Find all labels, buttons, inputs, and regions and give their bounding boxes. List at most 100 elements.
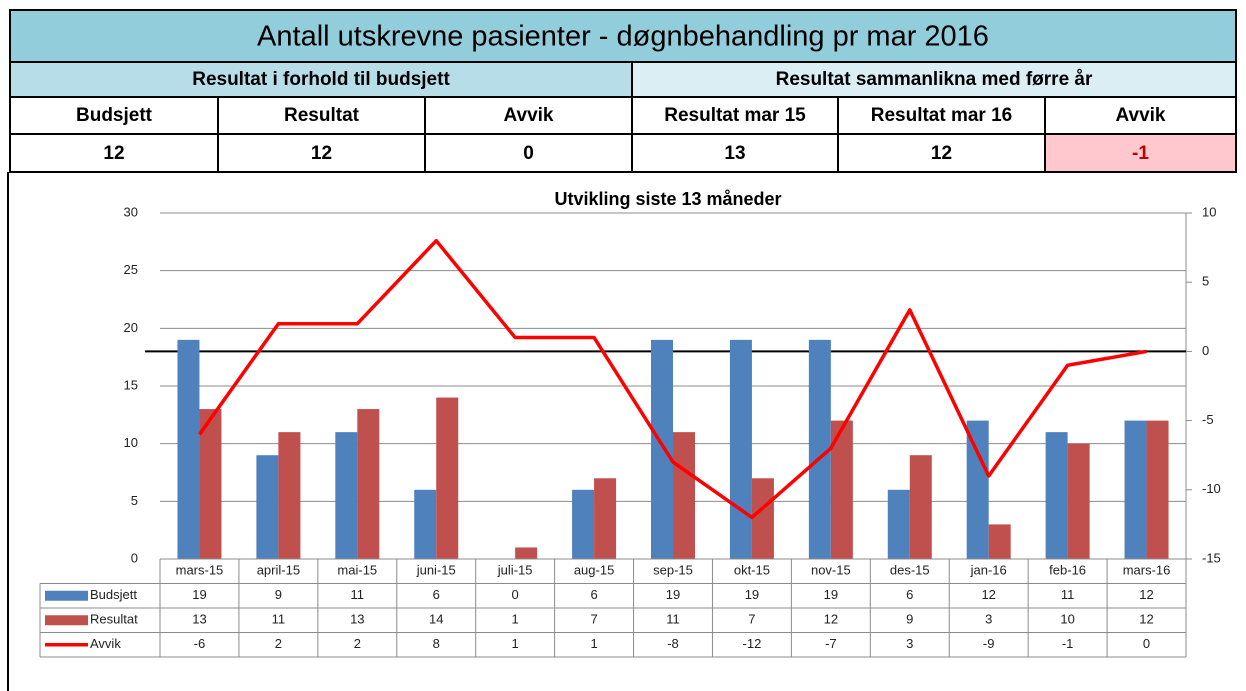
bar: [436, 397, 459, 559]
bar: [751, 478, 774, 559]
table-value: 12: [1139, 612, 1153, 627]
x-tick-label: mai-15: [337, 563, 377, 578]
bar: [729, 339, 752, 559]
bar: [199, 409, 222, 559]
table-value: 1: [512, 612, 519, 627]
y-tick-label: 25: [124, 262, 138, 277]
bar: [1124, 420, 1147, 559]
table-value: 11: [1061, 587, 1075, 602]
table-value: -7: [825, 636, 837, 651]
table-value: 12: [824, 612, 838, 627]
legend-label: Avvik: [90, 636, 121, 651]
bar: [1045, 432, 1068, 559]
group-cell: [9, 61, 633, 98]
page-title: Antall utskrevne pasienter - døgnbehandl…: [257, 21, 989, 53]
bar: [594, 478, 617, 559]
table-value: 1: [590, 636, 597, 651]
bar: [887, 489, 910, 559]
column-label: Avvik: [504, 105, 554, 126]
table-value: 6: [590, 587, 597, 602]
bar: [909, 455, 932, 559]
header-cell: [1044, 96, 1237, 135]
table-value: 19: [745, 587, 759, 602]
value-cell: [631, 133, 839, 173]
value-cell: [1044, 133, 1237, 173]
column-label: Budsjett: [76, 105, 153, 126]
table-value: 19: [192, 587, 206, 602]
column-label: Resultat mar 15: [664, 105, 806, 126]
line-series: [198, 238, 1147, 520]
column-label: Avvik: [1116, 105, 1166, 126]
table-value: 9: [906, 612, 913, 627]
bar: [1146, 420, 1169, 559]
table-value: 0: [512, 587, 519, 602]
x-tick-label: jan-16: [970, 563, 1007, 578]
y-tick-label: 5: [131, 493, 138, 508]
value-label: -1: [1132, 143, 1149, 164]
bar: [651, 339, 673, 559]
y-tick-label: 30: [124, 204, 138, 219]
x-tick-label: des-15: [890, 563, 930, 578]
table-value: 13: [350, 612, 364, 627]
bar: [256, 455, 279, 559]
table-value: 8: [433, 636, 440, 651]
y2-tick-label: -5: [1202, 412, 1214, 427]
legend-label: Resultat: [90, 612, 138, 627]
table-value: -6: [194, 636, 206, 651]
group-label: Resultat i forhold til budsjett: [192, 69, 450, 90]
bar: [673, 432, 695, 559]
y2-tick-label: 5: [1202, 274, 1209, 289]
bar: [830, 420, 853, 559]
bar: [335, 432, 358, 559]
bar: [1067, 443, 1090, 559]
bar: [572, 489, 595, 559]
bar: [808, 339, 831, 559]
x-tick-label: sep-15: [653, 563, 693, 578]
bar: [515, 547, 538, 559]
y2-tick-label: -15: [1202, 550, 1221, 565]
table-value: 6: [906, 587, 913, 602]
bar: [414, 489, 437, 559]
value-label: 12: [931, 143, 952, 164]
table-value: 11: [666, 612, 680, 627]
x-tick-label: okt-15: [734, 563, 770, 578]
table-value: -1: [1062, 636, 1074, 651]
y-tick-label: 0: [131, 550, 138, 565]
value-label: 13: [724, 143, 745, 164]
x-tick-label: mars-16: [1123, 563, 1171, 578]
table-value: 7: [748, 612, 755, 627]
x-tick-label: aug-15: [574, 563, 614, 578]
y2-tick-label: -10: [1202, 481, 1221, 496]
table-value: 11: [351, 587, 365, 602]
table-value: 7: [590, 612, 597, 627]
bar: [966, 420, 989, 559]
title-cell: [9, 9, 1237, 63]
value-label: 12: [103, 143, 124, 164]
value-label: 0: [523, 143, 534, 164]
table-value: 19: [824, 587, 838, 602]
y2-tick-label: 10: [1202, 204, 1216, 219]
x-tick-label: april-15: [257, 563, 300, 578]
table-value: 10: [1060, 612, 1074, 627]
chart-title: Utvikling siste 13 måneder: [554, 189, 781, 209]
table-value: 3: [906, 636, 913, 651]
table-value: -12: [743, 636, 762, 651]
y-tick-label: 10: [124, 435, 138, 450]
x-tick-label: juni-15: [416, 563, 456, 578]
table-value: 9: [275, 587, 282, 602]
bar: [988, 524, 1011, 559]
table-value: -9: [983, 636, 995, 651]
bar: [278, 432, 301, 559]
table-value: 13: [192, 612, 206, 627]
table-value: 14: [429, 612, 443, 627]
x-tick-label: juli-15: [497, 563, 533, 578]
value-cell: [837, 133, 1046, 173]
table-value: 1: [512, 636, 519, 651]
x-tick-label: mars-15: [176, 563, 224, 578]
group-label: Resultat sammanlikna med førre år: [776, 69, 1093, 90]
y-tick-label: 15: [124, 377, 138, 392]
table-value: 12: [981, 587, 995, 602]
value-label: 12: [311, 143, 332, 164]
y-tick-label: 20: [124, 320, 138, 335]
